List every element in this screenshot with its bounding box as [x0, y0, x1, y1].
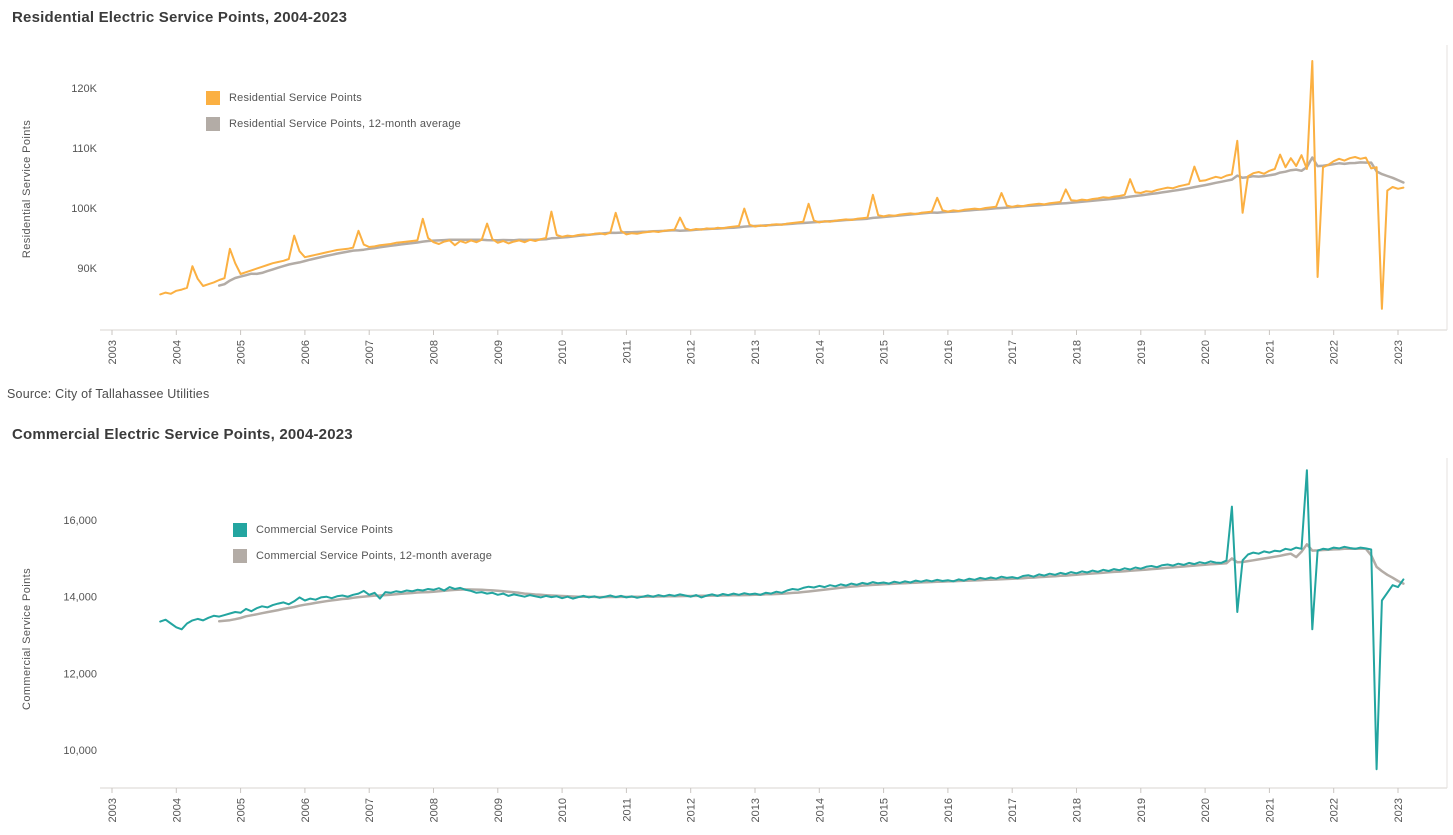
legend-label: Commercial Service Points: [256, 524, 394, 536]
x-tick-label: 2017: [1007, 340, 1019, 364]
legend-label: Commercial Service Points, 12-month aver…: [256, 550, 493, 562]
x-tick-label: 2020: [1200, 340, 1212, 364]
commercial-chart: 2003 2004 2005 2006 2007 2008 2009 2010 2011 2012…: [63, 458, 1448, 822]
commercial-y-axis-title: Commercial Service Points: [21, 567, 33, 711]
x-tick-label: 2018: [1072, 340, 1084, 364]
y-tick-label: 16,000: [63, 515, 97, 527]
x-tick-label: 2012: [686, 798, 698, 822]
x-tick-label: 2016: [943, 340, 955, 364]
legend-item-residential-average[interactable]: Residential Service Points, 12-month ave…: [206, 117, 461, 131]
x-tick-label: 2021: [1264, 340, 1276, 364]
x-tick-label: 2022: [1329, 340, 1341, 364]
x-tick-label: 2003: [107, 340, 119, 364]
commercial-average-swatch: [233, 549, 247, 563]
x-tick-label: 2005: [236, 340, 248, 364]
legend-item-commercial-series[interactable]: Commercial Service Points: [233, 523, 492, 537]
x-tick-label: 2004: [171, 340, 183, 364]
x-tick-label: 2011: [621, 798, 633, 822]
y-tick-label: 10,000: [63, 745, 97, 757]
commercial-series-line[interactable]: [159, 469, 1405, 771]
x-tick-label: 2022: [1329, 798, 1341, 822]
x-tick-label: 2014: [814, 340, 826, 364]
commercial-chart-title: Commercial Electric Service Points, 2004…: [12, 426, 353, 443]
x-tick-label: 2008: [429, 798, 441, 822]
residential-average-swatch: [206, 117, 220, 131]
legend-label: Residential Service Points, 12-month ave…: [229, 118, 461, 130]
commercial-average-line[interactable]: [217, 543, 1405, 623]
commercial-series-swatch: [233, 523, 247, 537]
x-tick-label: 2012: [686, 340, 698, 364]
x-tick-label: 2016: [943, 798, 955, 822]
residential-average-line[interactable]: [217, 156, 1405, 287]
x-tick-label: 2018: [1072, 798, 1084, 822]
residential-chart: 2003 2004 2005 2006 2007 2008 2009 2010 2011 2012…: [71, 45, 1448, 364]
x-tick-label: 2013: [750, 798, 762, 822]
x-tick-label: 2023: [1393, 798, 1405, 822]
x-tick-label: 2004: [171, 798, 183, 822]
y-tick-label: 12,000: [63, 668, 97, 680]
x-tick-label: 2009: [493, 798, 505, 822]
x-tick-label: 2013: [750, 340, 762, 364]
residential-series-swatch: [206, 91, 220, 105]
residential-y-axis-title: Residential Service Points: [21, 119, 33, 259]
y-tick-label: 100K: [71, 203, 97, 215]
x-tick-label: 2005: [236, 798, 248, 822]
commercial-legend: Commercial Service Points Commercial Ser…: [233, 523, 492, 563]
y-tick-label: 110K: [72, 143, 98, 155]
y-tick-label: 90K: [77, 263, 97, 275]
x-tick-label: 2011: [621, 340, 633, 364]
legend-label: Residential Service Points: [229, 92, 362, 104]
residential-legend: Residential Service Points Residential S…: [206, 91, 461, 131]
x-tick-label: 2006: [300, 340, 312, 364]
x-tick-label: 2019: [1136, 340, 1148, 364]
x-tick-label: 2003: [107, 798, 119, 822]
x-tick-label: 2020: [1200, 798, 1212, 822]
x-tick-label: 2017: [1007, 798, 1019, 822]
x-tick-label: 2010: [557, 340, 569, 364]
source-note: Source: City of Tallahassee Utilities: [7, 387, 210, 401]
x-tick-label: 2015: [879, 340, 891, 364]
residential-chart-title: Residential Electric Service Points, 200…: [12, 9, 348, 26]
x-tick-label: 2021: [1264, 798, 1276, 822]
y-tick-label: 120K: [71, 83, 97, 95]
legend-item-residential-series[interactable]: Residential Service Points: [206, 91, 461, 105]
x-tick-label: 2009: [493, 340, 505, 364]
x-tick-label: 2007: [364, 340, 376, 364]
legend-item-commercial-average[interactable]: Commercial Service Points, 12-month aver…: [233, 549, 492, 563]
x-tick-label: 2006: [300, 798, 312, 822]
x-tick-label: 2019: [1136, 798, 1148, 822]
y-tick-label: 14,000: [63, 592, 97, 604]
x-tick-label: 2015: [879, 798, 891, 822]
x-tick-label: 2008: [429, 340, 441, 364]
x-tick-label: 2007: [364, 798, 376, 822]
residential-series-line[interactable]: [159, 60, 1405, 310]
x-tick-label: 2014: [814, 798, 826, 822]
x-tick-label: 2010: [557, 798, 569, 822]
x-tick-label: 2023: [1393, 340, 1405, 364]
